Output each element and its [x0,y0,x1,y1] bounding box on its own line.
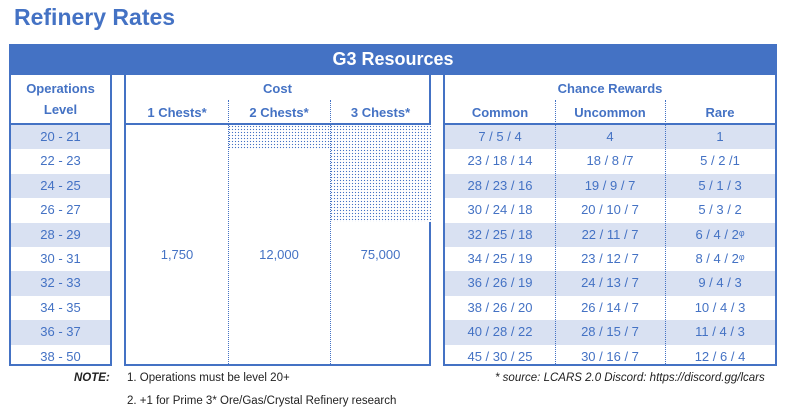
reward-uncommon: 24 / 13 / 7 [581,275,639,291]
note-item-1: 1. Operations must be level 20+ [127,372,290,384]
section-banner: G3 Resources [9,44,777,75]
rewards-row: 36 / 26 / 19 24 / 13 / 7 9 / 4 / 3 [445,271,775,296]
rewards-row: 30 / 24 / 18 20 / 10 / 7 5 / 3 / 2 [445,198,775,222]
reward-common: 34 / 25 / 19 [467,251,533,266]
reward-rare: 10 / 4 / 3 [694,299,746,315]
rewards-row: 28 / 23 / 16 19 / 9 / 7 5 / 1 / 3 [445,173,775,199]
rewards-row: 45 / 30 / 25 30 / 16 / 7 12 / 6 / 4 [445,345,775,369]
divider [665,100,666,364]
rewards-row: 38 / 26 / 20 26 / 14 / 7 10 / 4 / 3 [445,296,775,320]
cost-col-2: 2 Chests* [249,105,309,120]
note-label: NOTE: [74,372,110,384]
cost-col-1: 1 Chests* [147,105,207,120]
ops-level-row: 32 - 33 [11,271,110,296]
ops-level-row: 30 - 31 [40,251,81,266]
cost-col-3: 3 Chests* [350,105,411,120]
reward-common: 45 / 30 / 25 [467,348,533,364]
reward-common: 40 / 28 / 22 [467,324,533,340]
rewards-header: Chance Rewards [557,81,663,96]
page-title: Refinery Rates [14,4,176,30]
reward-uncommon: 20 / 10 / 7 [581,202,639,218]
note-item-2: 2. +1 for Prime 3* Ore/Gas/Crystal Refin… [127,395,397,407]
cost-1-chest: 1,750 [160,247,194,262]
reward-rare: 1 [716,129,724,144]
cost-panel: Cost 1 Chests* 2 Chests* 3 Chests* 1,750… [124,75,431,366]
reward-common: 36 / 26 / 19 [467,275,533,291]
reward-common: 28 / 23 / 16 [467,177,533,193]
ops-level-row: 26 - 27 [40,202,81,218]
rewards-row: 7 / 5 / 4 4 1 [445,125,775,150]
rewards-row: 32 / 25 / 18 22 / 11 / 7 6 / 4 / 2ᵠ [445,222,775,247]
ops-level-row: 24 - 25 [11,173,110,199]
reward-uncommon: 28 / 15 / 7 [581,324,639,340]
rewards-col-rare: Rare [705,105,735,120]
ops-level-row: 28 - 29 [11,222,110,247]
reward-uncommon: 23 / 12 / 7 [581,251,639,266]
reward-common: 23 / 18 / 14 [467,153,533,169]
rewards-col-uncommon: Uncommon [574,105,646,120]
reward-uncommon: 22 / 11 / 7 [581,226,639,242]
reward-rare: 11 / 4 / 3 [695,324,745,340]
reward-common: 38 / 26 / 20 [467,299,533,315]
cost-header: Cost [263,81,292,96]
reward-rare: 5 / 3 / 2 [698,202,742,218]
ops-header-line2: Level [43,102,78,117]
source-note: * source: LCARS 2.0 Discord: https://dis… [495,372,765,384]
ops-level-row: 38 - 50 [40,348,81,364]
ops-header-line1: Operations [26,81,95,96]
reward-common: 30 / 24 / 18 [467,202,533,218]
rewards-col-common: Common [471,105,529,120]
reward-rare: 5 / 2 /1 [700,153,740,169]
divider [11,123,110,125]
reward-common: 7 / 5 / 4 [478,129,522,144]
ops-level-row: 20 - 21 [11,125,110,150]
reward-uncommon: 30 / 16 / 7 [581,348,639,364]
divider [445,123,775,125]
unavailable-hatch [228,125,330,149]
divider [555,100,556,364]
rewards-row: 40 / 28 / 22 28 / 15 / 7 11 / 4 / 3 [445,320,775,345]
reward-uncommon: 18 / 8 /7 [586,153,634,169]
ops-level-row: 22 - 23 [40,153,81,169]
divider [126,123,429,125]
unavailable-hatch [330,125,431,222]
divider [228,100,229,364]
reward-rare: 5 / 1 / 3 [698,177,742,193]
reward-rare: 6 / 4 / 2ᵠ [695,226,745,242]
reward-rare: 8 / 4 / 2ᵠ [695,251,745,266]
ops-level-row: 36 - 37 [11,320,110,345]
chance-rewards-panel: Chance Rewards Common Uncommon Rare 7 / … [443,75,777,366]
ops-level-row: 34 - 35 [40,299,81,315]
reward-rare: 12 / 6 / 4 [694,348,746,364]
reward-common: 32 / 25 / 18 [467,226,533,242]
divider [330,100,331,364]
operations-level-panel: Operations Level 20 - 21 22 - 23 24 - 25 26… [9,75,112,366]
cost-3-chests: 75,000 [360,247,401,262]
reward-uncommon: 4 [606,129,614,144]
rewards-row: 34 / 25 / 19 23 / 12 / 7 8 / 4 / 2ᵠ [445,247,775,271]
reward-uncommon: 19 / 9 / 7 [584,177,636,193]
rewards-row: 23 / 18 / 14 18 / 8 /7 5 / 2 /1 [445,149,775,173]
reward-uncommon: 26 / 14 / 7 [581,299,639,315]
reward-rare: 9 / 4 / 3 [698,275,742,291]
cost-2-chests: 12,000 [259,247,299,262]
